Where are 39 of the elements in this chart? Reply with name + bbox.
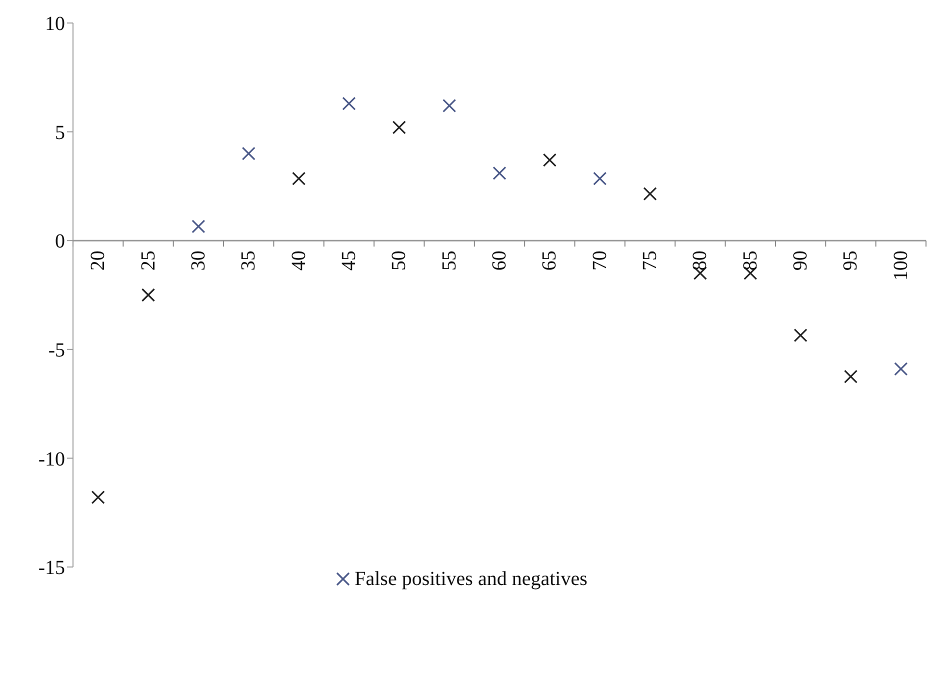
y-tick-label: 0 xyxy=(55,230,65,253)
x-tick-label: 90 xyxy=(790,250,812,271)
point xyxy=(542,153,556,167)
x-tick-label: 30 xyxy=(187,250,210,271)
point xyxy=(91,490,105,504)
y-tick-label: -5 xyxy=(48,340,65,362)
x-tick-label: 80 xyxy=(689,250,712,271)
point xyxy=(844,370,858,384)
point xyxy=(894,362,908,376)
x-tick-label: 100 xyxy=(890,250,912,281)
point xyxy=(292,172,306,186)
x-tick-label: 70 xyxy=(588,250,611,271)
y-tick-label: -10 xyxy=(38,448,65,470)
x-tick-label: 65 xyxy=(538,250,561,271)
y-tick-label: 10 xyxy=(45,13,65,36)
y-tick-label: 5 xyxy=(55,122,65,144)
x-tick-label: 50 xyxy=(388,250,410,271)
x-tick-label: 55 xyxy=(438,250,460,271)
point xyxy=(492,166,506,180)
x-tick-label: 95 xyxy=(840,250,862,271)
x-tick-label: 85 xyxy=(739,250,762,271)
x-tick-label: 45 xyxy=(338,250,360,271)
x-tick-label: 35 xyxy=(238,250,260,271)
legend-label: False positives and negatives xyxy=(354,568,588,590)
point xyxy=(643,187,657,201)
x-tick-label: 60 xyxy=(488,250,510,271)
x-tick-label: 20 xyxy=(87,250,110,271)
x-tick-label: 75 xyxy=(639,250,662,271)
point xyxy=(794,328,808,342)
point xyxy=(342,96,356,110)
point xyxy=(141,288,156,302)
point xyxy=(242,146,256,160)
point xyxy=(593,172,607,186)
point xyxy=(192,220,206,234)
point xyxy=(442,98,456,112)
y-tick-label: -15 xyxy=(38,557,65,580)
x-tick-label: 40 xyxy=(288,250,310,271)
point xyxy=(392,120,406,134)
x-tick-label: 25 xyxy=(137,250,160,271)
